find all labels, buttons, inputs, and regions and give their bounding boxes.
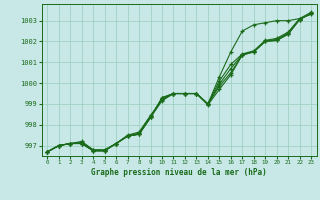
X-axis label: Graphe pression niveau de la mer (hPa): Graphe pression niveau de la mer (hPa) xyxy=(91,168,267,177)
